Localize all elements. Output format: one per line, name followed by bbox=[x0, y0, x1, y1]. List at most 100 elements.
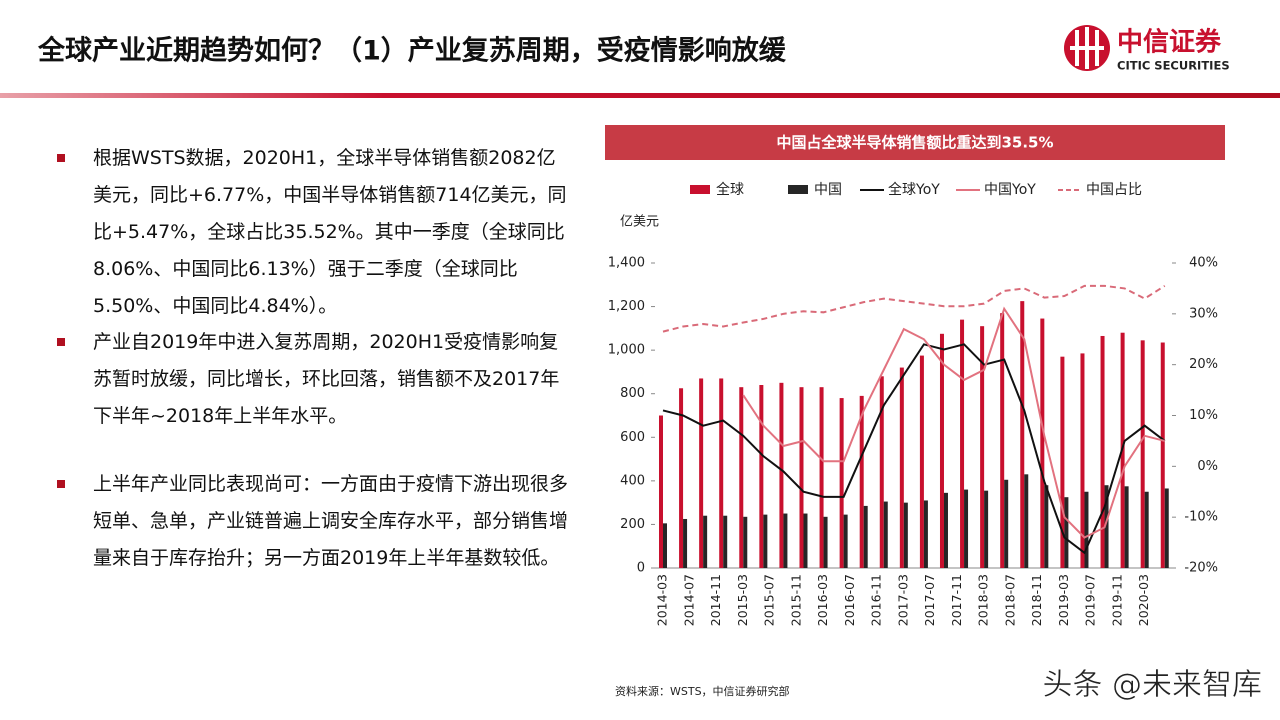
bullet-text: 产业自2019年中进入复苏周期，2020H1受疫情影响复苏暂时放缓，同比增长，环… bbox=[93, 331, 560, 427]
bar bbox=[699, 378, 704, 568]
bullet-text: 上半年产业同比表现尚可：一方面由于疫情下游出现很多短单、急单，产业链普遍上调安全… bbox=[93, 473, 569, 569]
source: 资料来源：WSTS，中信证券研究部 bbox=[615, 684, 790, 698]
bar bbox=[839, 398, 844, 568]
line-series bbox=[662, 343, 1166, 555]
bar bbox=[1004, 479, 1009, 568]
bar bbox=[859, 395, 864, 568]
logo-en: CITIC SECURITIES bbox=[1117, 59, 1230, 73]
bar bbox=[1044, 485, 1049, 568]
bar bbox=[1040, 318, 1045, 568]
y-tick-label: 1,400 bbox=[608, 256, 645, 271]
slide-title: 全球产业近期趋势如何？（1）产业复苏周期，受疫情影响放缓 bbox=[37, 35, 787, 67]
x-tick-label: 2014-03 bbox=[655, 574, 670, 626]
logo-cn: 中信证券 bbox=[1117, 28, 1222, 58]
bar bbox=[1080, 353, 1085, 568]
y2-tick-label: 30% bbox=[1189, 306, 1218, 321]
bar bbox=[783, 513, 788, 568]
legend-label: 中国YoY bbox=[984, 182, 1036, 198]
y-tick-label: 400 bbox=[620, 473, 645, 488]
bar bbox=[1024, 474, 1029, 568]
chart-title: 中国占全球半导体销售额比重达到35.5% bbox=[776, 134, 1053, 152]
y-tick-label: 800 bbox=[620, 386, 645, 401]
x-tick-label: 2017-07 bbox=[922, 574, 937, 626]
bar bbox=[1160, 342, 1165, 568]
bar bbox=[960, 319, 965, 568]
y-tick-label: 1,000 bbox=[608, 343, 645, 358]
x-tick-label: 2020-03 bbox=[1136, 574, 1151, 626]
bar bbox=[943, 492, 948, 568]
y2-tick-label: 0% bbox=[1197, 459, 1218, 474]
bar bbox=[1164, 488, 1169, 568]
x-tick-label: 2018-07 bbox=[1002, 574, 1017, 626]
x-tick-label: 2015-07 bbox=[762, 574, 777, 626]
bar bbox=[683, 518, 688, 568]
bar bbox=[1124, 486, 1129, 568]
bar bbox=[1084, 491, 1089, 568]
bar bbox=[899, 367, 904, 568]
x-tick-label: 2016-07 bbox=[842, 574, 857, 626]
legend-swatch bbox=[690, 185, 710, 194]
bar bbox=[799, 387, 804, 568]
bar bbox=[723, 515, 728, 568]
x-tick-label: 2018-11 bbox=[1029, 574, 1044, 626]
x-tick-label: 2019-03 bbox=[1056, 574, 1071, 626]
bar bbox=[1064, 497, 1069, 568]
y2-tick-label: 10% bbox=[1189, 408, 1218, 423]
header-rule bbox=[0, 93, 1280, 98]
bar bbox=[883, 501, 888, 568]
y2-tick-label: -10% bbox=[1184, 510, 1218, 525]
bar bbox=[919, 355, 924, 568]
bar bbox=[964, 489, 969, 568]
bar bbox=[903, 502, 908, 568]
line-series bbox=[742, 306, 1165, 539]
watermark: 头条 @未来智库 bbox=[1042, 668, 1262, 703]
bar bbox=[1144, 491, 1149, 568]
bar bbox=[659, 415, 663, 568]
bar bbox=[663, 523, 667, 568]
x-tick-label: 2015-03 bbox=[735, 574, 750, 626]
x-tick-label: 2019-07 bbox=[1083, 574, 1098, 626]
bar bbox=[819, 387, 824, 568]
x-tick-label: 2014-11 bbox=[708, 574, 723, 626]
x-tick-label: 2016-11 bbox=[869, 574, 884, 626]
logo bbox=[1064, 25, 1110, 71]
y-tick-label: 0 bbox=[637, 561, 645, 576]
bar bbox=[703, 515, 708, 568]
bar bbox=[843, 514, 848, 568]
y-tick-label: 200 bbox=[620, 517, 645, 532]
bar bbox=[879, 376, 884, 568]
legend-label: 全球 bbox=[716, 181, 744, 198]
bar bbox=[763, 514, 768, 568]
bar bbox=[863, 505, 868, 568]
bar bbox=[739, 387, 744, 568]
x-tick-label: 2017-03 bbox=[895, 574, 910, 626]
legend-label: 中国占比 bbox=[1086, 182, 1142, 198]
bar bbox=[1020, 301, 1025, 568]
legend-label: 中国 bbox=[814, 182, 842, 198]
x-tick-label: 2014-07 bbox=[681, 574, 696, 626]
x-tick-label: 2016-03 bbox=[815, 574, 830, 626]
bar bbox=[984, 490, 989, 568]
bar bbox=[679, 388, 684, 568]
bar bbox=[1100, 335, 1105, 568]
y-tick-label: 600 bbox=[620, 430, 645, 445]
y-tick-label: 1,200 bbox=[608, 299, 645, 314]
x-tick-label: 2019-11 bbox=[1109, 574, 1124, 626]
bar bbox=[779, 382, 784, 568]
bar bbox=[759, 385, 764, 568]
line-series bbox=[662, 284, 1166, 333]
bar bbox=[1060, 356, 1065, 568]
y2-tick-label: -20% bbox=[1184, 561, 1218, 576]
bar bbox=[923, 500, 928, 568]
bar bbox=[1104, 485, 1109, 568]
y-axis-label: 亿美元 bbox=[620, 215, 659, 230]
bar bbox=[980, 326, 985, 568]
bar bbox=[719, 378, 724, 568]
bar bbox=[743, 516, 748, 568]
x-tick-label: 2017-11 bbox=[949, 574, 964, 626]
chart-title-bar bbox=[605, 125, 1225, 160]
x-tick-label: 2018-03 bbox=[976, 574, 991, 626]
x-tick-label: 2015-11 bbox=[788, 574, 803, 626]
y2-tick-label: 40% bbox=[1189, 256, 1218, 271]
